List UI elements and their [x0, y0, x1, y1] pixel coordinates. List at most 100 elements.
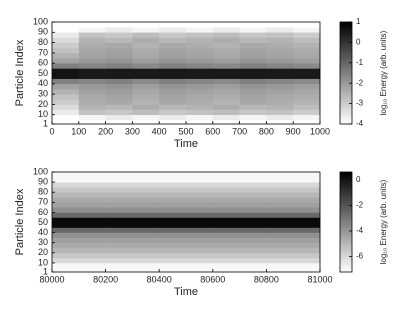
heat-cell [159, 267, 214, 273]
y-tick-label: 40 [38, 227, 48, 237]
heat-cell [132, 27, 160, 33]
colorbar-tick-label: 0 [356, 175, 361, 184]
y-tick-label: 1 [43, 266, 48, 276]
x-tick-label: 700 [232, 126, 247, 136]
heat-cell [159, 172, 214, 178]
heat-cell [52, 114, 80, 121]
heat-cell [212, 88, 240, 95]
heat-cell [239, 32, 267, 38]
heat-cell [159, 94, 187, 100]
heat-cell [105, 109, 133, 116]
heat-cell [78, 104, 106, 110]
heat-cell [132, 47, 160, 54]
heat-cell [266, 252, 321, 259]
heat-cell [52, 58, 80, 64]
heat-cell [239, 58, 267, 64]
heat-cell [266, 227, 321, 233]
heat-cell [132, 58, 160, 64]
heat-cell [186, 58, 214, 64]
colorbar [339, 21, 353, 125]
colorbar-tick-label: -2 [356, 78, 364, 87]
heat-cell [52, 217, 106, 223]
heat-cell [132, 37, 160, 43]
x-tick-label: 80400 [147, 274, 172, 284]
heat-cell [293, 37, 321, 43]
heat-cell [52, 212, 106, 218]
heat-cell [105, 119, 133, 125]
x-tick-label: 900 [286, 126, 301, 136]
y-tick-label: 10 [38, 257, 48, 267]
heat-cell [266, 68, 294, 74]
x-tick-label: 80000 [39, 274, 64, 284]
heat-cell [212, 262, 267, 269]
heat-cell [212, 119, 240, 125]
heat-cell [52, 242, 106, 249]
heat-cell [105, 222, 160, 228]
heat-cell [78, 109, 106, 116]
heat-cell [52, 68, 80, 74]
heat-cell [266, 52, 294, 59]
y-tick-label: 90 [38, 27, 48, 37]
heat-cell [159, 192, 214, 198]
heat-cell [159, 78, 187, 85]
heat-cell [186, 32, 214, 38]
heat-cell [266, 73, 294, 79]
heat-cell [212, 192, 267, 198]
x-tick-label: 80200 [93, 274, 118, 284]
y-tick-label: 40 [38, 78, 48, 88]
heat-cell [212, 257, 267, 264]
heat-cell [266, 202, 321, 208]
heat-cell [105, 22, 133, 28]
heat-cell [212, 109, 240, 116]
heat-cell [105, 47, 133, 54]
heat-cell [52, 37, 80, 43]
heat-cell [52, 52, 80, 59]
heat-cell [239, 27, 267, 33]
heat-cell [266, 22, 294, 28]
colorbar-tick-label: -4 [356, 119, 364, 128]
heat-cell [293, 104, 321, 110]
heat-cell [52, 88, 80, 95]
heat-cell [212, 78, 240, 85]
heat-cell [52, 109, 80, 116]
heat-cell [78, 119, 106, 125]
heat-cell [105, 182, 160, 188]
heat-cell [159, 47, 187, 54]
heat-cell [266, 119, 294, 125]
heat-cell [52, 192, 106, 198]
heat-cell [266, 242, 321, 249]
heat-cell [105, 78, 133, 85]
heat-cell [78, 73, 106, 79]
heat-cell [52, 247, 106, 254]
heat-cell [239, 68, 267, 74]
heat-cell [105, 172, 160, 178]
heat-cell [105, 73, 133, 79]
heat-cell [266, 32, 294, 38]
colorbar-tick-label: 0 [356, 38, 361, 47]
heat-cell [266, 207, 321, 213]
heat-cell [132, 88, 160, 95]
y-tick-label: 60 [38, 58, 48, 68]
heat-cell [105, 32, 133, 38]
heat-cell [105, 37, 133, 43]
heat-cell [159, 104, 187, 110]
heat-cell [78, 83, 106, 90]
x-tick-label: 600 [205, 126, 220, 136]
heat-cell [52, 262, 106, 269]
heat-cell [212, 212, 267, 218]
heat-cell [78, 58, 106, 64]
heat-cell [266, 257, 321, 264]
heat-cell [212, 37, 240, 43]
heat-cell [132, 73, 160, 79]
heat-cell [105, 177, 160, 183]
heat-cell [52, 27, 80, 33]
heat-cell [132, 63, 160, 69]
heat-cell [212, 99, 240, 105]
heat-cell [159, 227, 214, 233]
heat-cell [52, 232, 106, 238]
heat-cell [293, 27, 321, 33]
heat-cell [52, 252, 106, 259]
heat-cell [212, 197, 267, 203]
heat-cell [78, 27, 106, 33]
heat-cell [266, 58, 294, 64]
